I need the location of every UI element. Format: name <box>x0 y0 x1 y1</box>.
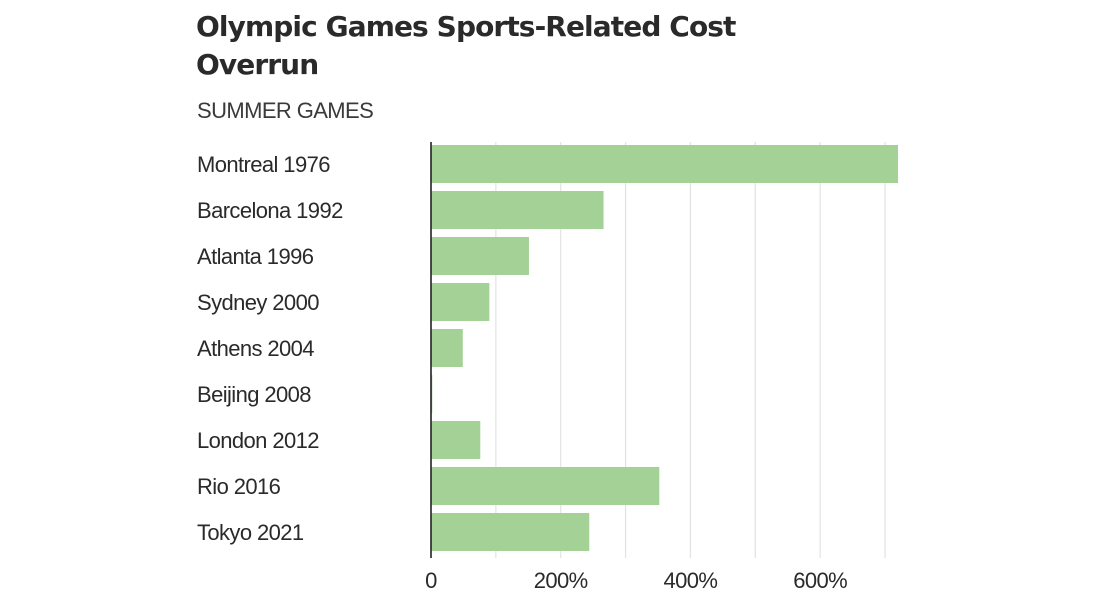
bars <box>431 145 898 551</box>
category-labels: Montreal 1976 Barcelona 1992 Atlanta 1996 S… <box>197 152 344 545</box>
bar <box>431 467 660 505</box>
chart-title: Olympic Games Sports-Related Cost Overru… <box>196 10 736 81</box>
category-label: Sydney 2000 <box>197 290 319 315</box>
category-label: Beijing 2008 <box>197 382 311 407</box>
x-axis-ticks: 0 200% 400% 600% <box>425 568 848 593</box>
x-tick-label: 200% <box>534 568 588 593</box>
x-tick-label: 0 <box>425 568 437 593</box>
category-label: Barcelona 1992 <box>197 198 343 223</box>
category-label: Atlanta 1996 <box>197 244 314 269</box>
bar <box>431 283 490 321</box>
bar <box>431 237 529 275</box>
bar <box>431 191 604 229</box>
x-tick-label: 600% <box>793 568 847 593</box>
category-label: London 2012 <box>197 428 319 453</box>
bar <box>431 513 590 551</box>
category-label: Montreal 1976 <box>197 152 330 177</box>
category-label: Tokyo 2021 <box>197 520 304 545</box>
bar <box>431 329 463 367</box>
bar <box>431 421 481 459</box>
x-tick-label: 400% <box>664 568 718 593</box>
category-label: Athens 2004 <box>197 336 314 361</box>
bar <box>431 145 898 183</box>
chart-subtitle: SUMMER GAMES <box>197 98 374 123</box>
category-label: Rio 2016 <box>197 474 281 499</box>
